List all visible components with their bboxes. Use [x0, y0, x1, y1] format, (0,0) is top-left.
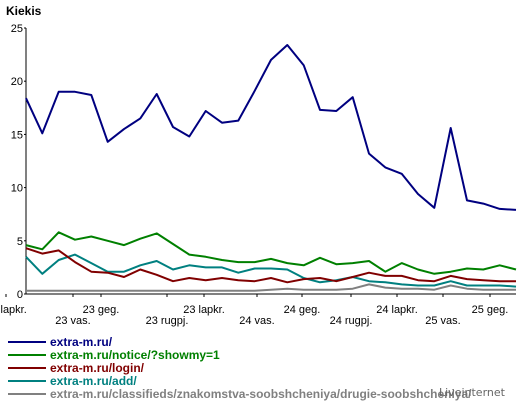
chart-title: Kiekis: [6, 4, 42, 18]
axes: [5, 27, 516, 297]
y-tick-label: 15: [11, 129, 23, 141]
x-tick-label: 24 geg.: [284, 304, 321, 316]
x-tick-label: 23 vas.: [55, 315, 90, 327]
x-tick-label: 22 lapkr.: [0, 304, 27, 316]
x-tick-label: 25 geg.: [472, 304, 509, 316]
x-tick-label: 23 rugpj.: [146, 315, 189, 327]
x-tick-label: 23 lapkr.: [183, 304, 225, 316]
legend-swatch: [8, 354, 46, 356]
legend-swatch: [8, 341, 46, 343]
x-tick-label: 24 lapkr.: [376, 304, 418, 316]
legend-swatch: [8, 393, 46, 395]
y-tick-label: 5: [17, 236, 23, 248]
source-label[interactable]: Liveinternet: [439, 386, 505, 399]
x-tick-label: 24 rugpj.: [330, 315, 373, 327]
legend-swatch: [8, 367, 46, 369]
legend-swatch: [8, 380, 46, 382]
series-line-4: [26, 283, 516, 292]
legend-item-extra-m-root[interactable]: extra-m.ru/: [8, 336, 518, 349]
y-tick-label: 25: [11, 23, 23, 35]
legend-label: extra-m.ru/add/: [50, 374, 137, 388]
x-tick-label: 24 vas.: [239, 315, 274, 327]
legend-label: extra-m.ru/notice/?showmy=1: [50, 348, 220, 362]
x-tick-label: 23 geg.: [83, 304, 120, 316]
legend-item-login[interactable]: extra-m.ru/login/: [8, 362, 518, 375]
legend: extra-m.ru/ extra-m.ru/notice/?showmy=1 …: [8, 336, 518, 401]
y-tick-label: 10: [11, 183, 23, 195]
x-axis-labels: 22 lapkr. 23 geg. 23 lapkr. 24 geg. 24 lapkr…: [0, 304, 508, 327]
legend-label: extra-m.ru/login/: [50, 361, 145, 375]
legend-label: extra-m.ru/: [50, 335, 113, 349]
series-line-1: [25, 231, 517, 275]
series-lines: [25, 44, 517, 292]
legend-item-add[interactable]: extra-m.ru/add/: [8, 375, 518, 388]
y-axis-labels: 0 5 10 15 20 25: [11, 23, 23, 301]
y-tick-label: 0: [17, 289, 23, 301]
x-tick-label: 25 vas.: [425, 315, 460, 327]
series-line-2: [25, 247, 516, 284]
series-line-0: [25, 44, 517, 211]
y-tick-label: 20: [11, 76, 23, 88]
legend-item-classifieds[interactable]: extra-m.ru/classifieds/znakomstva-soobsh…: [8, 388, 518, 401]
legend-item-notice-showmy[interactable]: extra-m.ru/notice/?showmy=1: [8, 349, 518, 362]
legend-label: extra-m.ru/classifieds/znakomstva-soobsh…: [50, 387, 472, 401]
